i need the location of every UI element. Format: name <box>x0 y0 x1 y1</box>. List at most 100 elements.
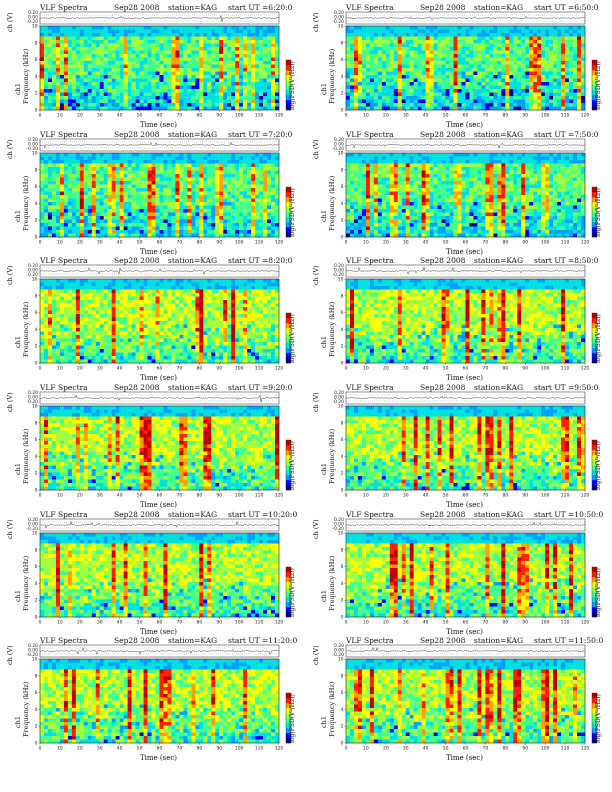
spectrogram-cell <box>139 61 144 65</box>
spectrogram-cell <box>43 61 49 65</box>
spectrogram-cell <box>509 57 514 62</box>
spectrogram-cell <box>413 29 418 34</box>
spectrogram-cell <box>127 54 132 58</box>
spectrogram-cell <box>405 205 410 210</box>
spectrogram-cell <box>533 36 538 41</box>
spectrogram-cell <box>417 106 422 111</box>
spectrogram-cell <box>127 36 132 41</box>
spectrogram-cell <box>143 188 148 192</box>
spectrogram-cell <box>171 85 176 90</box>
spectrogram-cell <box>505 54 510 58</box>
spectrogram-cell <box>91 233 96 238</box>
spectrogram-cell <box>421 33 426 37</box>
spectrogram-cell <box>243 96 248 100</box>
spectrogram-cell <box>465 85 470 90</box>
spectrogram-cell <box>123 71 128 76</box>
spectrogram-cell <box>171 153 176 157</box>
spectrogram-cell <box>401 160 406 164</box>
spectrogram-cell <box>235 103 240 107</box>
spectrogram-cell <box>127 174 132 178</box>
spectrogram-cell <box>349 43 355 48</box>
spectrogram-cell <box>59 64 65 69</box>
spectrogram-cell <box>211 47 216 51</box>
spectrogram-cell <box>263 64 268 69</box>
spectrogram-cell <box>565 106 570 111</box>
spectrogram-cell <box>259 163 264 168</box>
spectrogram-cell <box>223 167 228 171</box>
spectrogram-cell <box>43 50 49 55</box>
frequency-axis-label: Frequency (kHz) <box>22 48 30 104</box>
spectrogram-cell <box>59 198 65 203</box>
spectrogram-cell <box>143 29 148 34</box>
spectrogram-cell <box>357 226 363 231</box>
spectrogram-cell <box>243 26 248 30</box>
spectrogram-cell <box>385 106 390 111</box>
spectrogram-cell <box>155 188 160 192</box>
spectrogram-cell <box>437 36 442 41</box>
spectrogram-cell <box>167 184 172 189</box>
spectrogram-cell <box>255 156 260 161</box>
spectrogram-cell <box>187 191 192 196</box>
spectrogram-cell <box>397 163 402 168</box>
spectrogram-cell <box>71 64 76 69</box>
spectrogram-cell <box>409 167 414 171</box>
spectrogram-cell <box>71 223 76 227</box>
spectrogram-cell <box>461 36 466 41</box>
spectrogram-cell <box>445 47 450 51</box>
spectrogram-cell <box>457 29 462 34</box>
spectrogram-cell <box>99 40 104 44</box>
x-tick-label: 100 <box>541 113 550 119</box>
spectrogram-cell <box>159 184 164 189</box>
spectrogram-cell <box>385 89 390 93</box>
spectrogram-cell <box>497 89 502 93</box>
spectrogram-cell <box>437 85 442 90</box>
spectrogram-cell <box>71 50 76 55</box>
spectrogram-cell <box>91 99 96 104</box>
spectrogram-cell <box>63 233 69 238</box>
spectrogram-cell <box>199 188 204 192</box>
spectrogram-cell <box>219 68 224 72</box>
colorbar-swatch <box>286 192 291 198</box>
spectrogram-cell <box>369 89 375 93</box>
spectrogram-cell <box>207 82 212 86</box>
spectrogram-cell <box>369 92 375 97</box>
spectrogram-cell <box>207 85 212 90</box>
panel-date: Sep28 2008 <box>420 130 466 139</box>
spectrogram-cell <box>95 43 100 48</box>
spectrogram-cell <box>251 181 256 185</box>
spectrogram-cell <box>373 209 379 213</box>
spectrogram-cell <box>481 54 486 58</box>
spectrogram-cell <box>167 61 172 65</box>
spectrogram-cell <box>473 71 478 76</box>
spectrogram-cell <box>385 57 390 62</box>
spectrogram-cell <box>43 96 49 100</box>
spectrogram-cell <box>537 61 542 65</box>
spectrogram-cell <box>231 205 236 210</box>
spectrogram-cell <box>107 202 112 206</box>
spectrogram-cell <box>271 61 276 65</box>
spectrogram-cell <box>51 99 57 104</box>
spectrogram-cell <box>123 40 128 44</box>
spectrogram-cell <box>521 103 526 107</box>
spectrogram-cell <box>183 82 188 86</box>
spectrogram-cell <box>207 181 212 185</box>
y-tick-label: 0 <box>35 108 38 114</box>
spectrogram-cell <box>251 216 256 220</box>
spectrogram-cell <box>357 36 363 41</box>
spectrogram-cell <box>259 205 264 210</box>
spectrogram-cell <box>115 99 120 104</box>
spectrogram-cell <box>63 223 69 227</box>
spectrogram-cell <box>243 29 248 34</box>
spectrogram-cell <box>183 103 188 107</box>
spectrogram-cell <box>417 195 422 199</box>
spectrogram-cell <box>123 82 128 86</box>
spectrogram-cell <box>369 184 375 189</box>
spectrogram-cell <box>71 33 76 37</box>
spectrogram-cell <box>581 47 586 51</box>
spectrogram-cell <box>425 40 430 44</box>
spectrogram-cell <box>457 47 462 51</box>
spectrogram-cell <box>501 82 506 86</box>
spectrogram-cell <box>259 89 264 93</box>
spectrogram-cell <box>67 29 73 34</box>
